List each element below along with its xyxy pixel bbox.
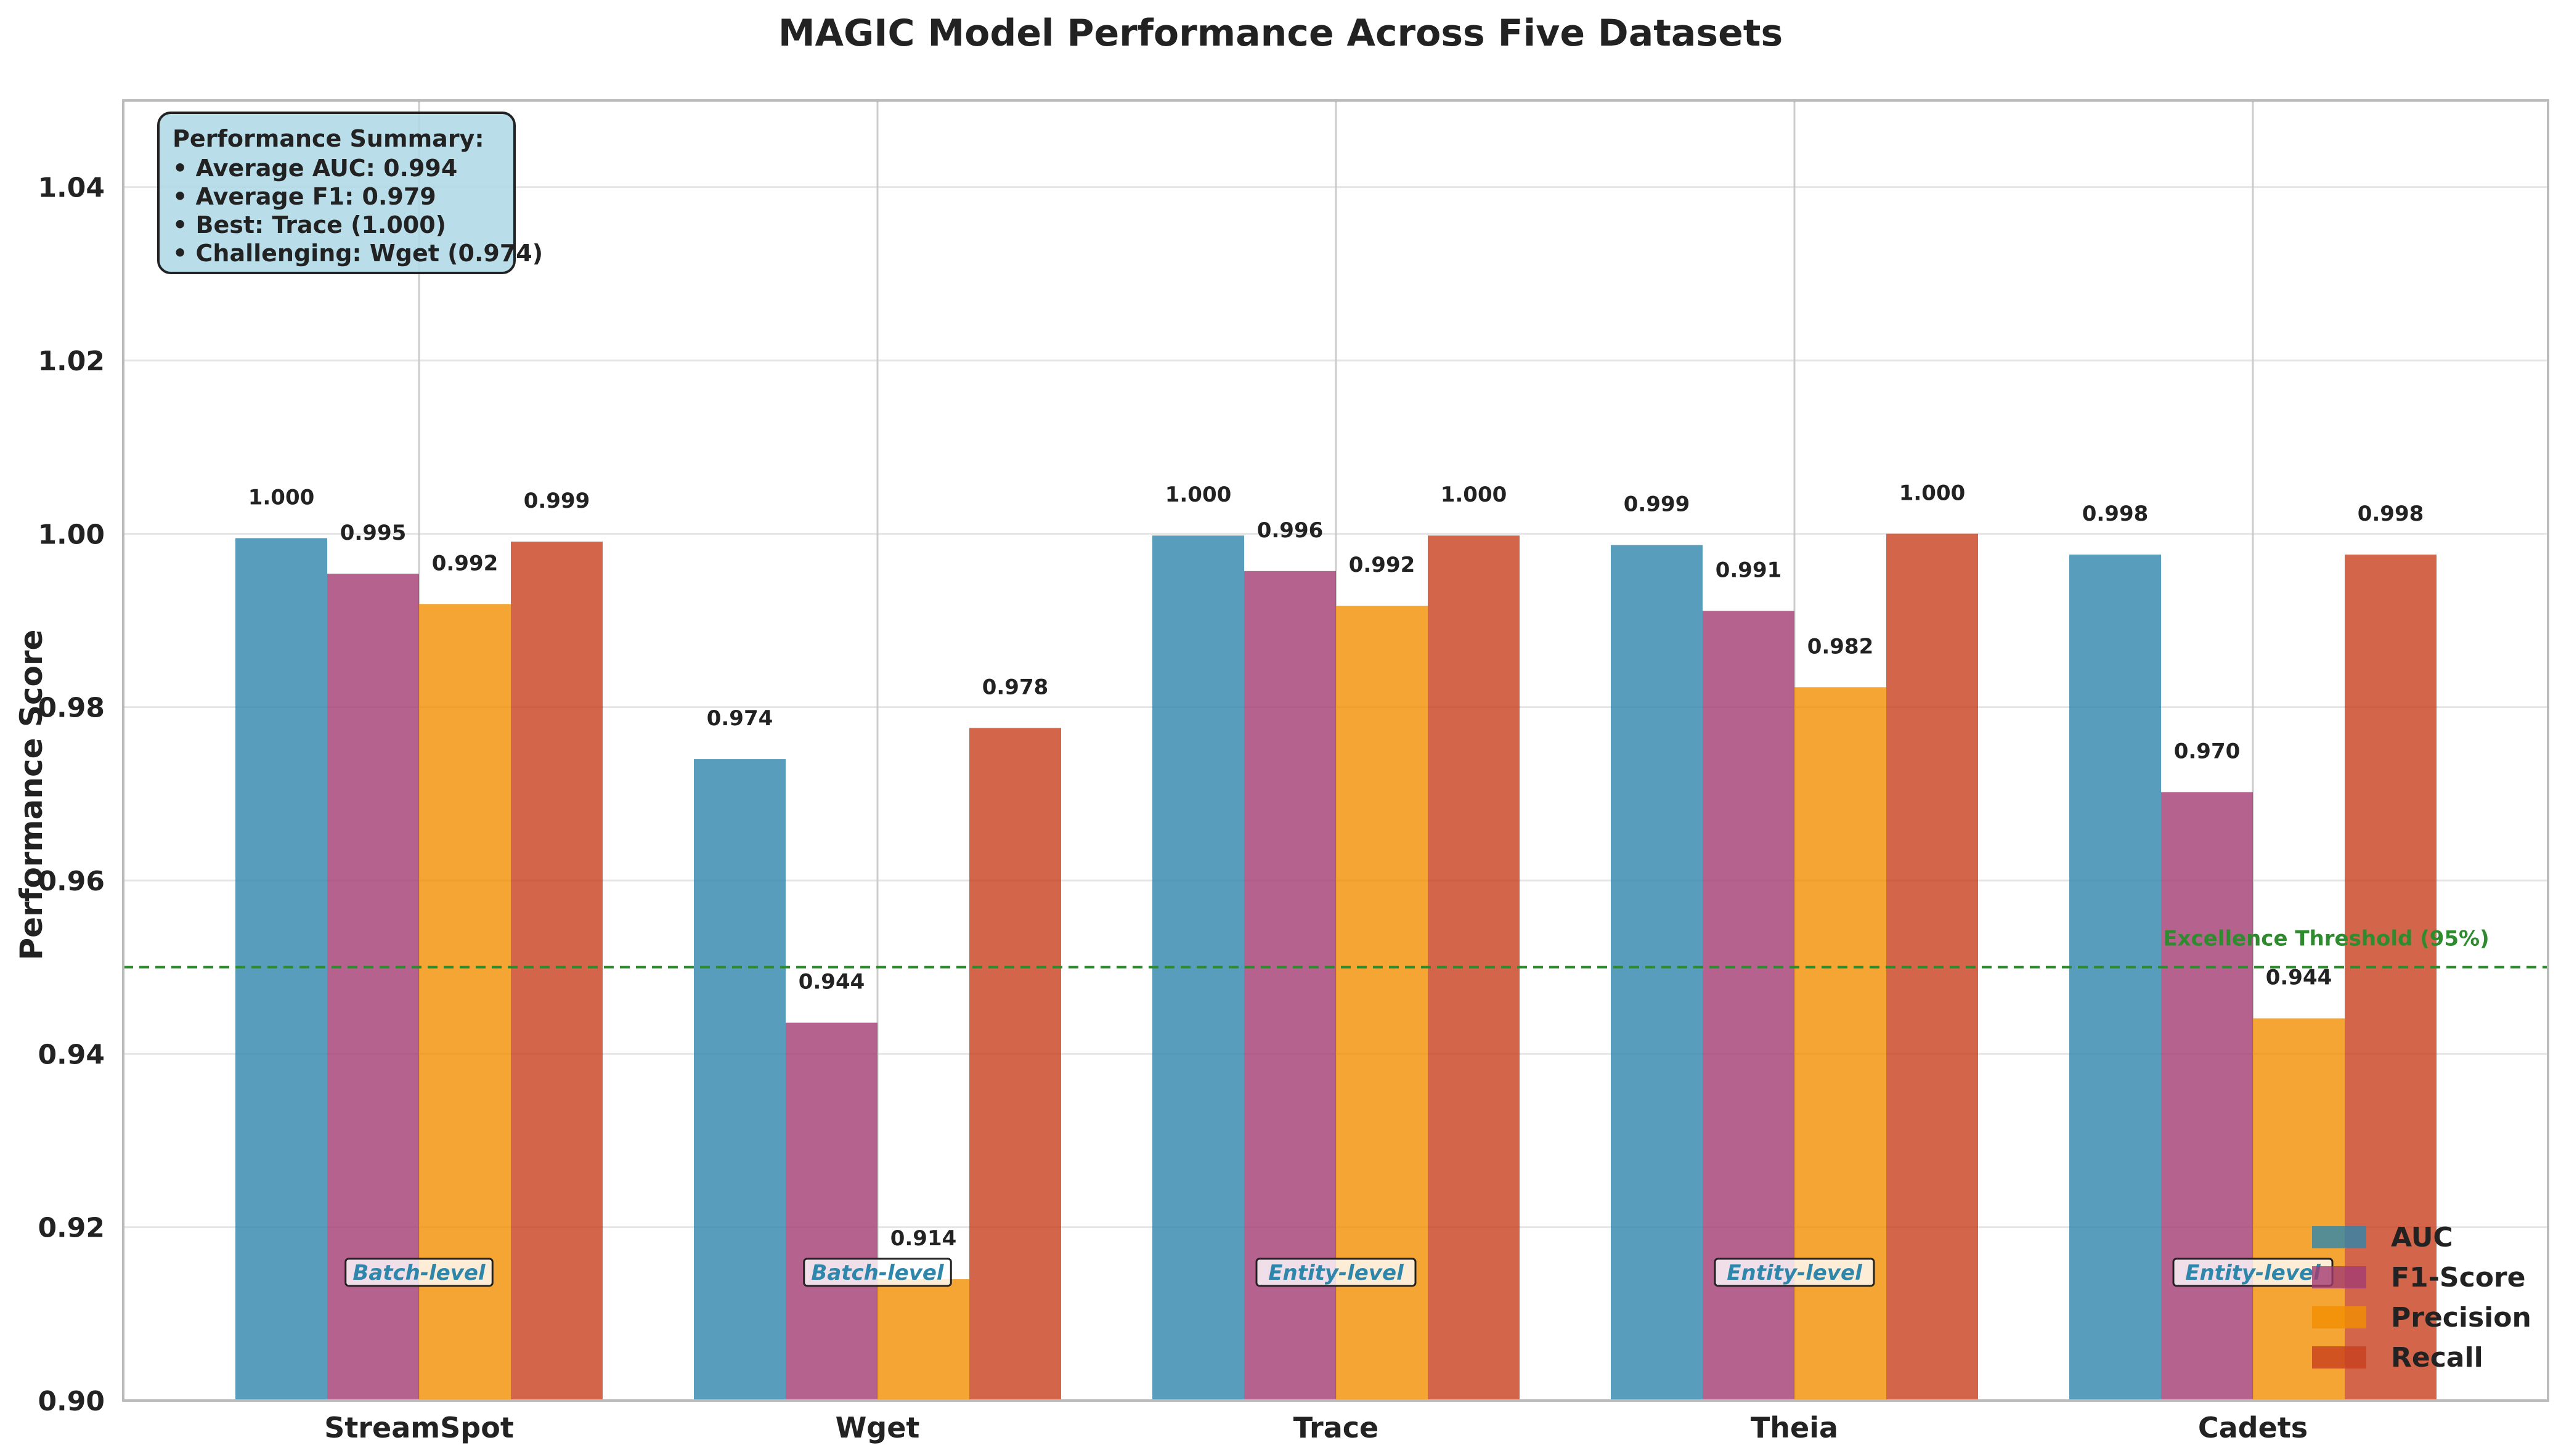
detection-level-label: Entity-level (1727, 1261, 1863, 1285)
x-tick-label: StreamSpot (324, 1411, 514, 1444)
bar-value-label: 0.978 (982, 675, 1049, 699)
bar-value-label: 0.944 (799, 970, 865, 994)
bar-value-label: 0.982 (1807, 634, 1874, 659)
bar-recall (969, 728, 1061, 1401)
bar-value-label: 0.998 (2082, 502, 2149, 526)
y-tick-label: 0.94 (38, 1039, 105, 1070)
x-tick-label: Wget (836, 1411, 920, 1444)
bar-value-label: 0.944 (2266, 966, 2332, 990)
legend-label: Precision (2391, 1302, 2531, 1333)
detection-level-label: Entity-level (2185, 1261, 2321, 1285)
bar-auc (235, 538, 327, 1401)
legend-label: Recall (2391, 1342, 2483, 1373)
bar-recall (2345, 555, 2437, 1401)
legend-swatch (2312, 1266, 2366, 1288)
bar-value-label: 0.999 (524, 489, 590, 513)
legend-swatch (2312, 1226, 2366, 1248)
y-axis-label: Performance Score (14, 630, 49, 961)
bar-auc (1611, 545, 1703, 1401)
bar-value-label: 0.998 (2358, 502, 2424, 526)
bar-auc (694, 759, 786, 1401)
bar-f1-score (786, 1022, 877, 1401)
bar-value-label: 0.992 (432, 551, 499, 575)
value-labels: 1.000 0.974 1.000 0.999 0.998 0.995 0.944 0.996… (248, 481, 2424, 1251)
summary-line: • Best: Trace (1.000) (173, 211, 446, 238)
summary-line: • Average F1: 0.979 (173, 183, 436, 210)
bar-value-label: 1.000 (1165, 482, 1232, 507)
bar-value-label: 1.000 (248, 485, 315, 510)
bar-value-label: 0.992 (1349, 553, 1415, 577)
x-tick-label: Cadets (2198, 1411, 2308, 1444)
bar-value-label: 0.999 (1624, 492, 1690, 517)
y-tick-label: 0.96 (38, 866, 105, 897)
summary-box-background (157, 112, 516, 274)
bar-recall (1886, 534, 1978, 1401)
bar-precision (877, 1279, 969, 1401)
ticks: 0.90 0.92 0.94 0.96 0.98 1.00 1.02 1.04 StreamSp… (38, 173, 2308, 1444)
bar-value-label: 0.995 (340, 521, 407, 545)
detection-level-box (344, 1258, 494, 1287)
legend-swatch (2312, 1306, 2366, 1328)
legend-label: AUC (2391, 1222, 2453, 1253)
y-tick-label: 1.04 (38, 173, 105, 204)
plot-border (122, 99, 2549, 1402)
x-tick-label: Trace (1293, 1411, 1379, 1444)
summary-line: • Average AUC: 0.994 (173, 155, 457, 182)
y-tick-label: 0.92 (38, 1213, 105, 1244)
axes (122, 99, 2549, 1402)
legend-label: F1-Score (2391, 1262, 2525, 1293)
threshold-label: Excellence Threshold (95%) (2163, 927, 2489, 951)
chart-title: MAGIC Model Performance Across Five Data… (778, 12, 1783, 55)
summary-title: Performance Summary: (173, 125, 484, 152)
detection-level-label: Batch-level (811, 1261, 945, 1285)
legend: AUC F1-Score Precision Recall (2312, 1222, 2531, 1373)
summary-box: Performance Summary: • Average AUC: 0.994… (157, 112, 543, 274)
y-tick-label: 0.98 (38, 693, 105, 724)
bar-precision (1794, 687, 1886, 1401)
bar-value-label: 0.970 (2174, 739, 2241, 764)
detection-level-label: Batch-level (352, 1261, 486, 1285)
bar-recall (511, 541, 603, 1401)
threshold: Excellence Threshold (95%) (123, 927, 2548, 969)
detection-level-box (1255, 1258, 1417, 1287)
legend-swatch (2312, 1346, 2366, 1369)
summary-line: • Challenging: Wget (0.974) (173, 240, 543, 267)
x-tick-label: Theia (1751, 1411, 1838, 1444)
bar-value-label: 0.974 (707, 706, 773, 731)
bar-f1-score (2161, 792, 2253, 1401)
bar-value-label: 1.000 (1899, 481, 1966, 505)
bar-value-label: 0.914 (890, 1226, 957, 1251)
bar-value-label: 0.996 (1257, 518, 1324, 543)
y-tick-label: 1.02 (38, 346, 105, 377)
bar-auc (2069, 555, 2161, 1401)
bar-value-label: 1.000 (1441, 482, 1507, 507)
level-labels: Batch-level Batch-level Entity-level Entity… (344, 1258, 2334, 1287)
y-tick-label: 1.00 (38, 519, 105, 550)
bars (235, 534, 2437, 1401)
detection-level-box (1714, 1258, 1875, 1287)
y-tick-label: 0.90 (38, 1386, 105, 1417)
bar-precision (2253, 1018, 2345, 1401)
detection-level-label: Entity-level (1268, 1261, 1404, 1285)
bar-value-label: 0.991 (1716, 558, 1782, 583)
detection-level-box (803, 1258, 952, 1287)
